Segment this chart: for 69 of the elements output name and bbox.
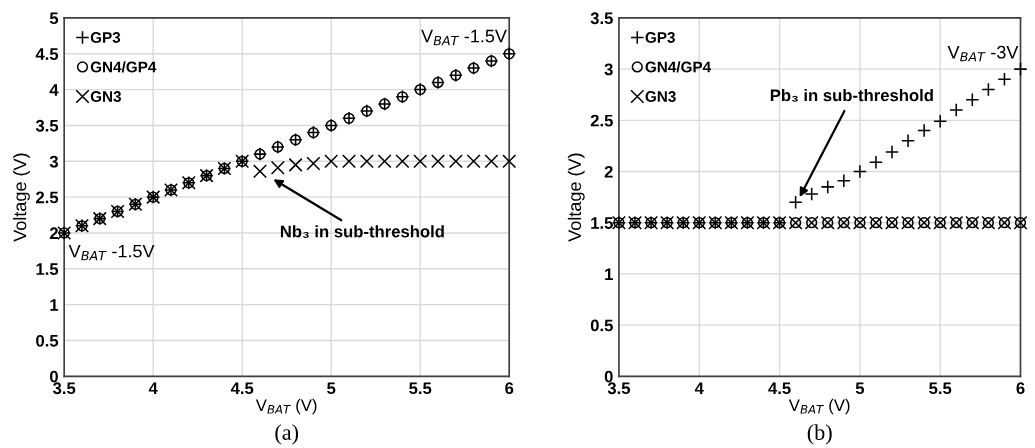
x-tick-label: 5 [855,382,865,395]
y-tick-label: 1.5 [591,217,613,229]
point [917,123,932,138]
x-axis-title: V$_{BAT}$ (V) [788,398,850,415]
y-tick-label: 5 [49,12,59,25]
y-tick-label: 1.5 [36,263,59,275]
y-tick-label: 3 [49,155,59,168]
point [430,154,446,169]
point [324,154,339,169]
y-tick-label: 1 [50,299,59,311]
y-tick-label: 2 [604,165,613,178]
x-tick-label: 6 [1016,382,1025,395]
point [1013,62,1028,77]
point [252,164,268,179]
text: (b) [807,424,832,445]
x-tick-label: 5.5 [409,382,432,395]
annotation: V$_{BAT}$ -3V [947,45,1019,62]
annotation: V$_{BAT}$ -1.5V [421,29,507,46]
y-axis-title: Voltage (V) [567,153,585,242]
x-tick-label: 6 [505,382,514,395]
y-tick-label: 3.5 [35,119,59,132]
y-tick-label: 3.5 [590,12,613,25]
point [484,154,499,169]
point [341,154,357,169]
y-tick-label: 2.5 [590,114,613,127]
point [965,92,980,107]
point [306,156,321,171]
x-tick-label: 5 [327,382,336,395]
point [997,72,1012,87]
legend-label: GN4/GP4 [645,61,712,73]
x-axis-title: V$_{BAT}$ (V) [255,398,317,415]
x-tick-label: 4 [694,382,704,394]
legend-label: GN4/GP4 [90,61,157,73]
y-tick-label: 4 [49,84,59,96]
annotation: V$_{BAT}$ -1.5V [68,244,155,261]
y-tick-label: 3 [604,63,613,76]
point [804,187,819,202]
point [466,154,481,169]
legend-label: GP3 [645,32,675,43]
point [270,160,285,175]
x-tick-label: 4.5 [768,382,791,395]
point [852,164,867,179]
point [377,154,392,169]
point [788,195,803,210]
text: (a) [275,424,299,445]
point [981,82,996,97]
x-tick-label: 4.5 [230,382,254,395]
y-tick-label: 1 [605,268,613,280]
x-tick-label: 5.5 [929,382,952,395]
y-tick-label: 2 [49,227,58,239]
y-axis-title: Voltage (V) [13,153,30,242]
legend-label: GN3 [645,91,676,102]
point [288,157,303,172]
annotation: Nb₃ in sub-threshold [280,225,444,238]
y-tick-label: 0.5 [590,319,613,332]
y-tick-label: 0.5 [36,334,59,347]
y-tick-label: 2.5 [36,191,59,204]
point [502,154,517,169]
point [395,154,410,169]
legend-label: GP3 [90,32,121,43]
legend-label: GN3 [90,91,121,102]
y-tick-label: 4.5 [35,48,59,60]
annotation: Pb₃ in sub-threshold [770,89,933,102]
x-tick-label: 4 [148,382,158,394]
y-tick-label: 0 [50,370,58,383]
y-tick-label: 0 [604,370,613,383]
point [448,154,463,169]
point [359,154,374,169]
point [413,154,428,169]
